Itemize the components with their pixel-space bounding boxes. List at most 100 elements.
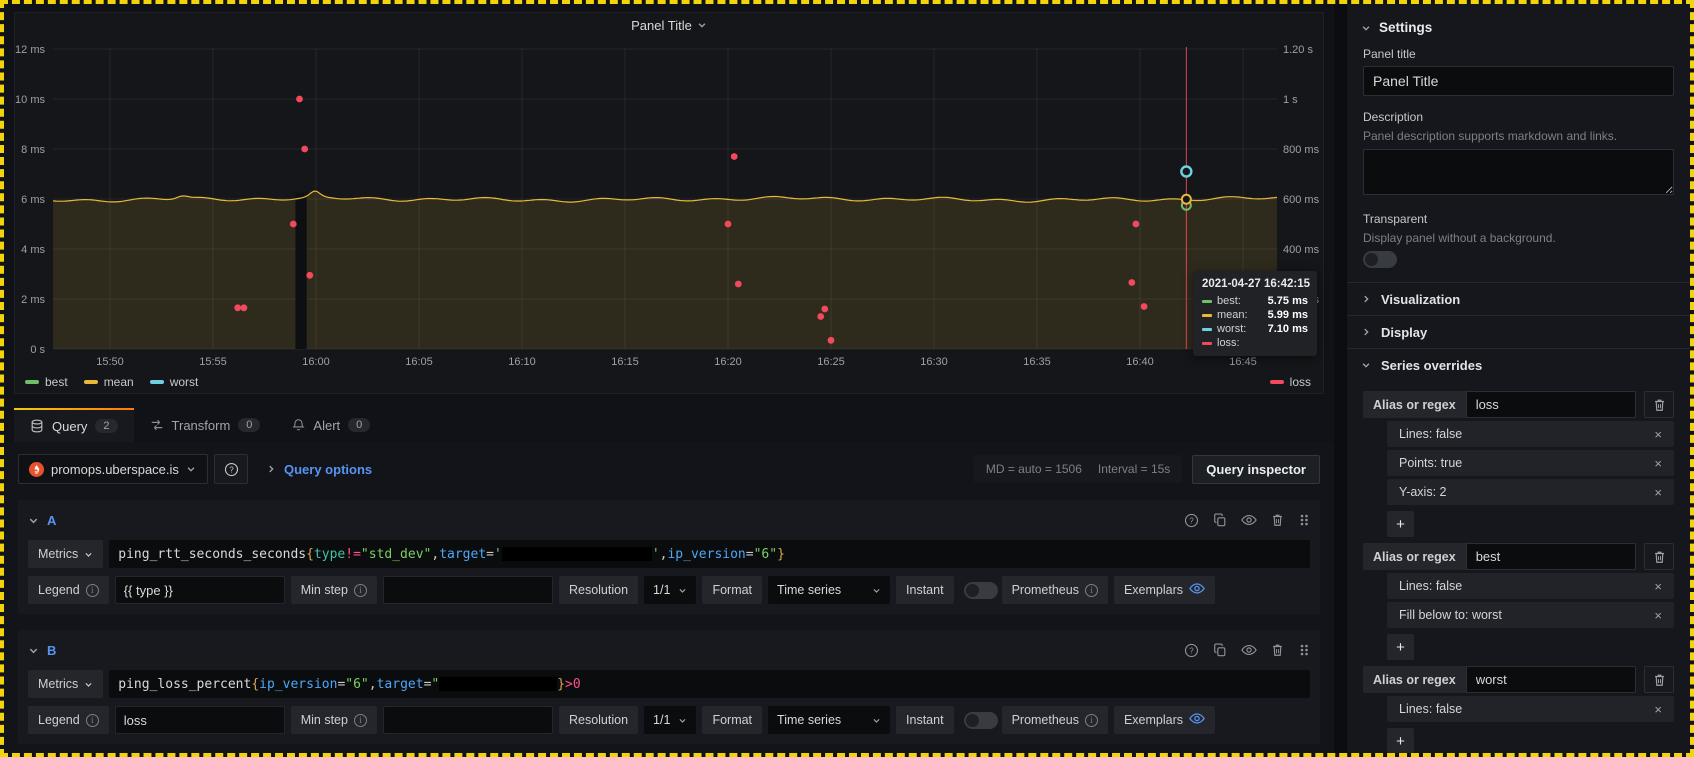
loss-point[interactable]	[821, 305, 829, 313]
add-override-rule-button[interactable]: +	[1387, 511, 1414, 537]
add-override-rule-button[interactable]: +	[1387, 634, 1414, 660]
remove-rule-icon[interactable]: ×	[1654, 578, 1662, 594]
query-options-toggle[interactable]: Query options	[266, 462, 372, 477]
add-override-rule-button[interactable]: +	[1387, 728, 1414, 753]
drag-handle-icon[interactable]	[1298, 643, 1310, 657]
instant-toggle[interactable]	[963, 581, 998, 599]
tab-transform-badge: 0	[238, 418, 261, 432]
promql-expression-input[interactable]: ping_loss_percent{ip_version = "6", target…	[109, 670, 1310, 698]
eye-icon[interactable]	[1241, 643, 1257, 657]
delete-override-button[interactable]	[1644, 666, 1674, 693]
loss-point[interactable]	[827, 336, 835, 344]
remove-rule-icon[interactable]: ×	[1654, 455, 1662, 471]
drag-handle-icon[interactable]	[1298, 513, 1310, 527]
min-step-input[interactable]	[382, 576, 553, 604]
min-step-input[interactable]	[382, 706, 553, 734]
query-inspector-button[interactable]: Query inspector	[1192, 454, 1320, 484]
trash-icon[interactable]	[1271, 643, 1284, 657]
alias-input[interactable]	[1465, 391, 1636, 418]
tab-alert[interactable]: Alert 0	[276, 408, 386, 442]
legend-format-input[interactable]	[114, 706, 285, 734]
query-a-actions: ?	[1184, 513, 1310, 528]
loss-point[interactable]	[301, 145, 309, 153]
loss-point[interactable]	[724, 220, 732, 228]
promql-token: >	[565, 676, 573, 692]
exemplars-eye-icon[interactable]	[1189, 712, 1205, 728]
loss-point[interactable]	[240, 304, 248, 312]
datasource-picker[interactable]: promops.uberspace.is	[18, 454, 208, 484]
resolution-select[interactable]: 1/1	[644, 576, 697, 604]
loss-point[interactable]	[734, 280, 742, 288]
loss-point[interactable]	[289, 220, 297, 228]
datasource-row-right: MD = auto = 1506 Interval = 15s Query in…	[973, 454, 1320, 484]
metrics-mode-dropdown[interactable]: Metrics	[28, 670, 104, 698]
promql-token: =	[423, 676, 432, 692]
x-axis-label: 16:10	[508, 356, 536, 368]
loss-point[interactable]	[234, 304, 242, 312]
y-axis-right-label: 1 s	[1283, 94, 1298, 106]
settings-title: Settings	[1379, 20, 1433, 35]
loss-point[interactable]	[1128, 279, 1136, 286]
description-textarea[interactable]	[1363, 149, 1674, 195]
transparent-toggle[interactable]	[1363, 251, 1397, 268]
query-b-header[interactable]: B ?	[28, 638, 1310, 662]
remove-rule-icon[interactable]: ×	[1654, 607, 1662, 623]
x-axis-label: 15:55	[199, 356, 227, 368]
loss-point[interactable]	[296, 95, 303, 103]
database-icon	[30, 419, 44, 433]
format-select[interactable]: Time series	[768, 576, 891, 604]
panel-header[interactable]: Panel Title	[15, 13, 1323, 37]
trash-icon[interactable]	[1271, 513, 1284, 527]
override-group-best: Alias or regex Lines: false× Fill below to…	[1363, 543, 1674, 660]
duplicate-icon[interactable]	[1213, 643, 1227, 657]
loss-point[interactable]	[1132, 220, 1140, 228]
tab-query[interactable]: Query 2	[14, 408, 134, 442]
help-icon[interactable]: ?	[1184, 643, 1199, 658]
datasource-help-button[interactable]: ?	[214, 454, 248, 484]
loss-point[interactable]	[730, 153, 738, 160]
tooltip-timestamp: 2021-04-27 16:42:15	[1202, 278, 1311, 290]
legend-swatch	[149, 380, 164, 384]
help-icon[interactable]: ?	[1184, 513, 1199, 528]
loss-point[interactable]	[306, 271, 314, 279]
remove-rule-icon[interactable]: ×	[1654, 484, 1662, 500]
instant-toggle[interactable]	[963, 711, 998, 729]
x-axis-label: 16:15	[611, 356, 639, 368]
section-display[interactable]: Display	[1347, 315, 1690, 348]
section-series-overrides[interactable]: Series overrides	[1347, 348, 1690, 381]
legend-item-mean[interactable]: mean	[83, 375, 134, 389]
query-a-header[interactable]: A ?	[28, 508, 1310, 532]
timeseries-chart[interactable]: 12 ms 10 ms 8 ms 6 ms 4 ms 2 ms 0 s 1.20 s 1 s 80…	[15, 37, 1323, 373]
delete-override-button[interactable]	[1644, 543, 1674, 570]
description-label: Description	[1363, 110, 1424, 124]
delete-override-button[interactable]	[1644, 391, 1674, 418]
alias-input[interactable]	[1465, 666, 1636, 693]
resolution-select[interactable]: 1/1	[644, 706, 697, 734]
legend-format-input[interactable]	[114, 576, 285, 604]
svg-text:?: ?	[1189, 516, 1194, 525]
eye-icon[interactable]	[1241, 513, 1257, 527]
settings-section-header[interactable]: Settings	[1347, 14, 1690, 47]
chevron-down-icon	[873, 588, 880, 593]
panel-title-input[interactable]	[1363, 66, 1674, 96]
metrics-mode-dropdown[interactable]: Metrics	[28, 540, 104, 568]
section-visualization[interactable]: Visualization	[1347, 282, 1690, 315]
promql-expression-input[interactable]: ping_rtt_seconds_seconds{type != "std_dev"…	[109, 540, 1310, 568]
options-sidebar: Settings Panel title Description Panel d…	[1346, 4, 1690, 753]
loss-point[interactable]	[1140, 303, 1148, 310]
format-select[interactable]: Time series	[768, 706, 891, 734]
legend-item-best[interactable]: best	[25, 375, 68, 389]
remove-rule-icon[interactable]: ×	[1654, 426, 1662, 442]
legend-item-worst[interactable]: worst	[149, 375, 198, 389]
tab-alert-label: Alert	[313, 417, 341, 433]
tab-transform[interactable]: Transform 0	[134, 408, 277, 442]
alias-input[interactable]	[1465, 543, 1636, 570]
info-icon: i	[1084, 583, 1098, 597]
duplicate-icon[interactable]	[1213, 513, 1227, 527]
legend-item-loss[interactable]: loss	[1269, 375, 1311, 389]
main-column: Panel Title 12 ms 10 ms 8 ms 6 ms 4 ms 2 ms 0 …	[4, 4, 1334, 753]
remove-rule-icon[interactable]: ×	[1654, 701, 1662, 717]
exemplars-eye-icon[interactable]	[1189, 582, 1205, 598]
loss-point[interactable]	[817, 313, 825, 320]
